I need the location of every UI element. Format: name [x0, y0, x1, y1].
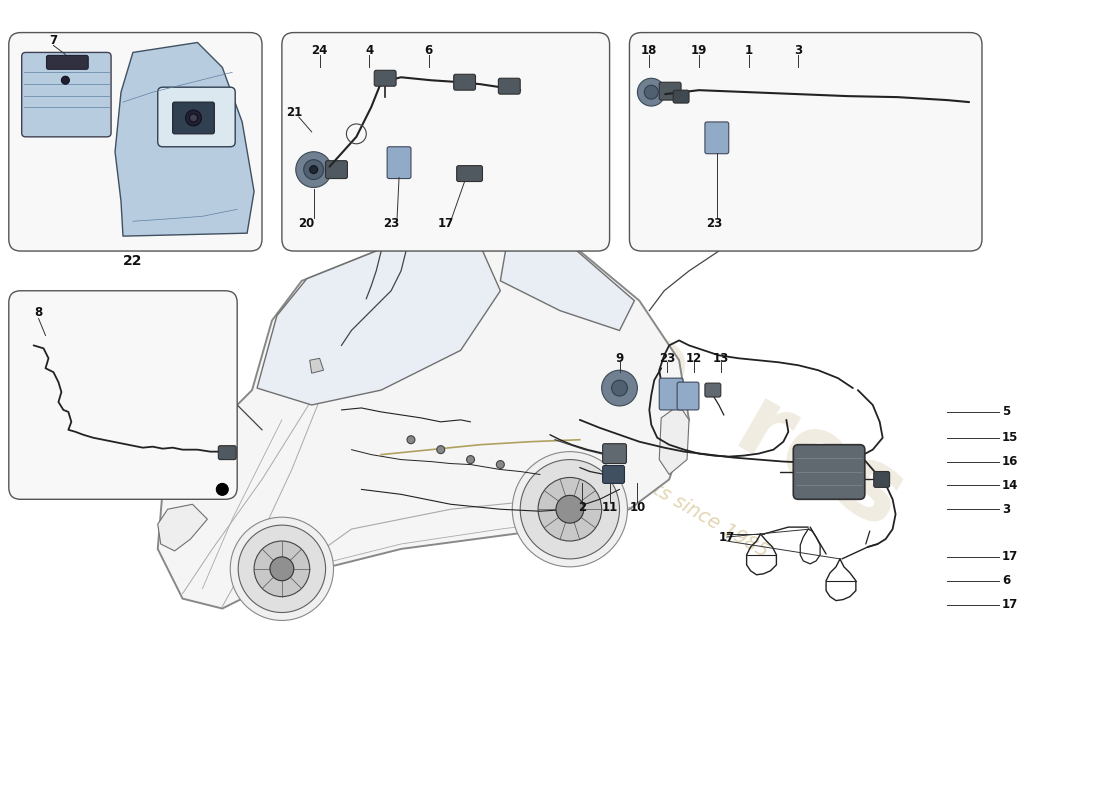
Circle shape [217, 483, 229, 495]
Text: 10: 10 [629, 501, 646, 514]
Text: 17: 17 [718, 530, 735, 543]
Text: 6: 6 [425, 44, 433, 57]
Text: 12: 12 [686, 352, 702, 365]
Text: 24: 24 [311, 44, 328, 57]
Text: 9: 9 [615, 352, 624, 365]
FancyBboxPatch shape [218, 446, 236, 459]
Circle shape [496, 461, 504, 469]
FancyBboxPatch shape [673, 90, 689, 103]
FancyBboxPatch shape [456, 166, 483, 182]
Text: 23: 23 [383, 217, 399, 230]
Circle shape [304, 160, 323, 179]
FancyBboxPatch shape [374, 70, 396, 86]
Circle shape [645, 86, 658, 99]
Text: 14: 14 [1002, 479, 1019, 492]
Polygon shape [257, 241, 500, 405]
Circle shape [62, 76, 69, 84]
Circle shape [602, 370, 637, 406]
Text: 18: 18 [641, 44, 658, 57]
Circle shape [310, 166, 318, 174]
FancyBboxPatch shape [9, 290, 238, 499]
Text: 1: 1 [745, 44, 752, 57]
Text: 4: 4 [365, 44, 373, 57]
Text: 5: 5 [1002, 406, 1010, 418]
Text: 17: 17 [1002, 598, 1019, 611]
Text: 22: 22 [123, 254, 143, 268]
Polygon shape [500, 223, 635, 330]
FancyBboxPatch shape [603, 466, 625, 483]
FancyBboxPatch shape [705, 383, 720, 397]
FancyBboxPatch shape [282, 33, 609, 251]
Text: 23: 23 [706, 217, 722, 230]
Circle shape [186, 110, 201, 126]
FancyBboxPatch shape [387, 146, 411, 178]
Text: 21: 21 [286, 106, 301, 118]
Circle shape [189, 114, 198, 122]
Circle shape [239, 525, 326, 613]
Text: 8: 8 [34, 306, 43, 319]
Text: 13: 13 [713, 352, 729, 365]
Circle shape [513, 452, 627, 567]
FancyBboxPatch shape [705, 122, 728, 154]
Text: 15: 15 [1002, 431, 1019, 444]
FancyBboxPatch shape [873, 471, 890, 487]
FancyBboxPatch shape [9, 33, 262, 251]
Text: 3: 3 [1002, 502, 1010, 516]
FancyBboxPatch shape [46, 55, 88, 70]
Circle shape [407, 436, 415, 444]
Text: 6: 6 [1002, 574, 1010, 587]
Polygon shape [157, 222, 689, 609]
FancyBboxPatch shape [157, 87, 235, 146]
Circle shape [296, 152, 331, 187]
Text: 23: 23 [659, 352, 675, 365]
Polygon shape [157, 504, 208, 551]
Polygon shape [310, 358, 323, 373]
Circle shape [466, 456, 474, 463]
Circle shape [538, 478, 602, 541]
Circle shape [520, 459, 619, 559]
Polygon shape [659, 405, 689, 474]
FancyBboxPatch shape [22, 53, 111, 137]
FancyBboxPatch shape [678, 382, 698, 410]
FancyBboxPatch shape [453, 74, 475, 90]
Circle shape [230, 517, 333, 621]
Text: 19: 19 [691, 44, 707, 57]
FancyBboxPatch shape [173, 102, 214, 134]
Text: 17: 17 [1002, 550, 1019, 563]
FancyBboxPatch shape [659, 378, 683, 410]
Text: 17: 17 [438, 217, 454, 230]
Circle shape [556, 495, 584, 523]
Text: 11: 11 [602, 501, 618, 514]
Circle shape [637, 78, 666, 106]
Text: 2: 2 [578, 501, 586, 514]
Circle shape [437, 446, 444, 454]
Text: 7: 7 [50, 34, 57, 47]
FancyBboxPatch shape [498, 78, 520, 94]
Text: euro  res: euro res [437, 212, 922, 548]
FancyBboxPatch shape [793, 445, 865, 499]
FancyBboxPatch shape [629, 33, 982, 251]
FancyBboxPatch shape [659, 82, 681, 100]
FancyBboxPatch shape [603, 444, 627, 463]
Circle shape [254, 541, 310, 597]
FancyBboxPatch shape [326, 161, 348, 178]
Circle shape [612, 380, 627, 396]
Text: a passion for parts since 1985: a passion for parts since 1985 [507, 398, 771, 562]
Text: 20: 20 [298, 217, 315, 230]
Text: 3: 3 [794, 44, 802, 57]
Polygon shape [116, 42, 254, 236]
Circle shape [270, 557, 294, 581]
Text: 16: 16 [1002, 455, 1019, 468]
